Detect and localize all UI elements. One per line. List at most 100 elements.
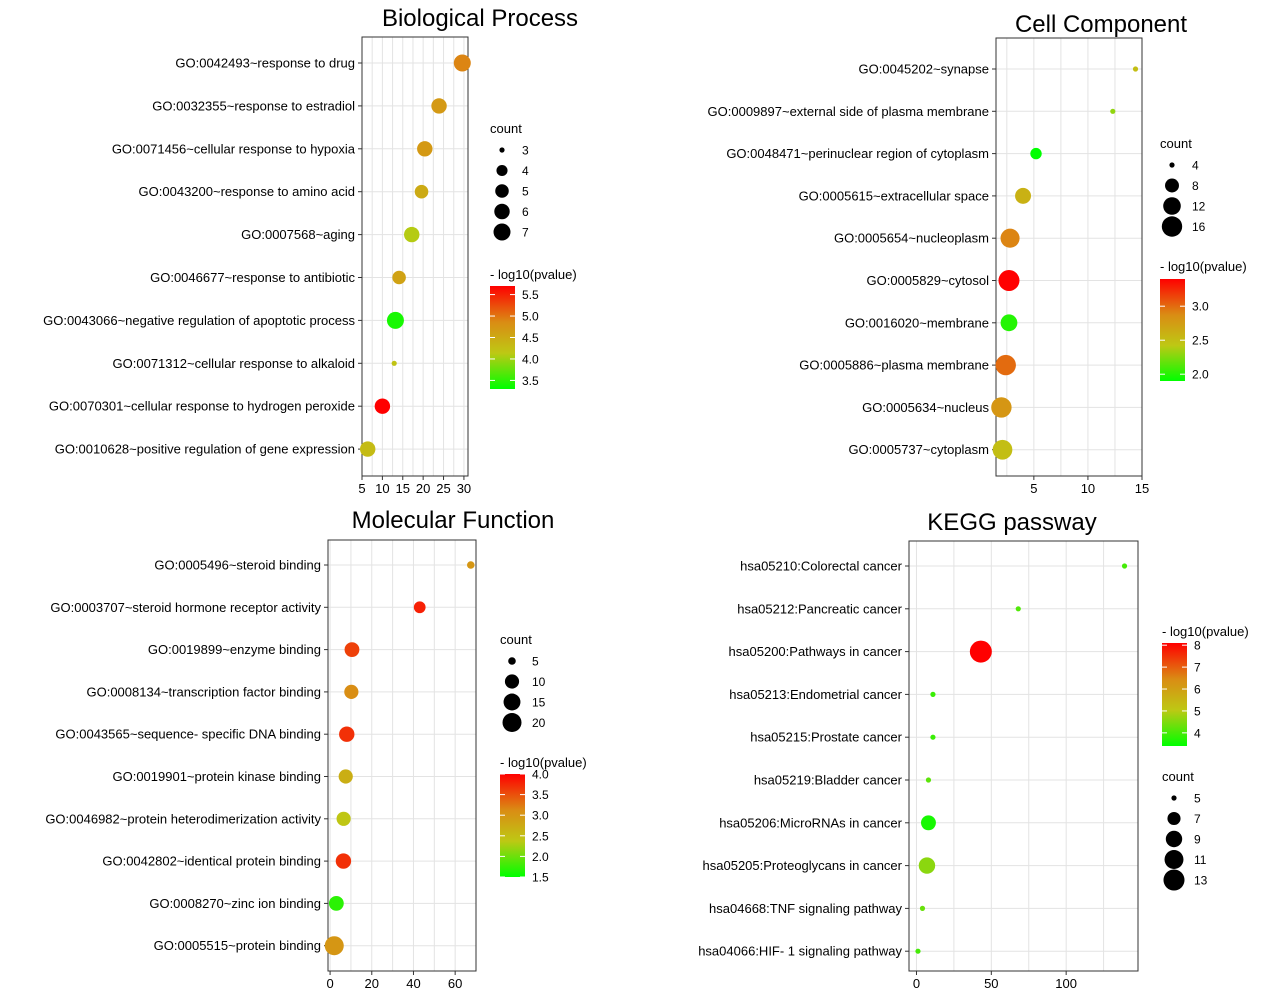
plot-area	[995, 37, 1143, 477]
legend-count-label: 3	[522, 144, 529, 158]
legend-count-label: 11	[1194, 853, 1207, 867]
legend-count-label: 5	[532, 655, 539, 669]
legend-count-label: 9	[1194, 833, 1201, 847]
y-tick-label: GO:0019901~protein kinase binding	[112, 769, 321, 784]
legend-count-label: 16	[1192, 220, 1206, 234]
chart-title: Cell Component	[1015, 11, 1187, 38]
data-point	[404, 226, 420, 243]
legend-count-title: count	[1162, 769, 1194, 784]
panel-3: KEGG passway hsa05210:Colorectal cancer hs…	[698, 509, 1249, 991]
legend-color-title: - log10(pvalue)	[500, 755, 587, 770]
legend-color-label: 4.0	[532, 768, 549, 782]
legend-count-label: 6	[522, 205, 529, 219]
legend-color-label: 2.0	[1192, 368, 1209, 382]
data-point	[991, 397, 1012, 418]
y-tick-label: GO:0046982~protein heterodimerization ac…	[45, 811, 321, 826]
legend-color-label: 3.5	[532, 788, 549, 802]
legend-count-label: 4	[1192, 159, 1199, 173]
y-tick-label: GO:0043066~negative regulation of apopto…	[43, 313, 355, 328]
legend-color-label: 2.5	[1192, 334, 1209, 348]
data-point	[925, 777, 932, 783]
legend-count-dot	[1165, 830, 1183, 848]
panel-1: Cell Component GO:0045202~synapse GO:00098…	[708, 11, 1247, 496]
data-point	[998, 270, 1020, 291]
legend-count-label: 15	[532, 696, 546, 710]
legend-count-dot	[1165, 178, 1179, 193]
x-tick-label: 25	[436, 481, 450, 496]
legend-color-label: 5	[1194, 704, 1201, 718]
legend-count-title: count	[490, 121, 522, 136]
y-tick-label: GO:0019899~enzyme binding	[148, 642, 321, 657]
legend-count-dot	[1161, 216, 1183, 237]
y-tick-label: hsa05219:Bladder cancer	[754, 773, 903, 788]
data-point	[918, 857, 936, 874]
legend-count-label: 5	[522, 185, 529, 199]
legend-count-dot	[508, 657, 516, 665]
x-tick-label: 100	[1055, 976, 1077, 991]
data-point	[386, 311, 404, 329]
y-tick-label: GO:0003707~steroid hormone receptor acti…	[50, 600, 321, 615]
legend-color-label: 8	[1194, 639, 1201, 653]
legend-count-dot	[1163, 197, 1181, 215]
data-point	[1110, 108, 1116, 114]
y-tick-label: GO:0005496~steroid binding	[154, 558, 321, 573]
x-tick-label: 5	[358, 481, 365, 496]
y-tick-label: GO:0045202~synapse	[859, 62, 989, 77]
data-point	[391, 360, 397, 366]
legend-color-bar	[1162, 643, 1187, 746]
chart-title: KEGG passway	[927, 509, 1096, 536]
x-tick-label: 15	[396, 481, 410, 496]
data-point	[995, 354, 1016, 376]
x-tick-label: 10	[1081, 481, 1095, 496]
y-tick-label: GO:0048471~perinuclear region of cytopla…	[726, 146, 989, 161]
y-tick-label: GO:0009897~external side of plasma membr…	[708, 104, 989, 119]
y-tick-label: GO:0070301~cellular response to hydrogen…	[49, 399, 355, 414]
legend-count-dot	[1171, 795, 1177, 801]
y-tick-label: GO:0043200~response to amino acid	[139, 184, 355, 199]
legend-count-dot	[1169, 162, 1175, 168]
legend-color-label: 6	[1194, 683, 1201, 697]
legend-color-label: 2.5	[532, 829, 549, 843]
y-tick-label: hsa05215:Prostate cancer	[750, 730, 902, 745]
legend-color-title: - log10(pvalue)	[1162, 624, 1249, 639]
legend-color-label: 4.0	[522, 352, 539, 366]
x-tick-label: 15	[1135, 481, 1149, 496]
legend-count-label: 20	[532, 716, 546, 730]
data-point	[359, 441, 376, 457]
data-point	[453, 54, 471, 72]
chart-title: Molecular Function	[352, 507, 555, 534]
legend-color-label: 5.5	[522, 288, 539, 302]
y-tick-label: GO:0005737~cytoplasm	[848, 442, 989, 457]
legend-color-title: - log10(pvalue)	[1160, 259, 1247, 274]
data-point	[921, 815, 936, 831]
legend-count-dot	[495, 184, 509, 198]
data-point	[328, 895, 344, 911]
data-point	[431, 98, 447, 114]
y-tick-label: GO:0042802~identical protein binding	[102, 854, 321, 869]
data-point	[915, 948, 921, 954]
legend-count-dot	[503, 693, 521, 711]
legend-count-dot	[504, 674, 520, 689]
legend-color-label: 4	[1194, 726, 1201, 740]
x-tick-label: 30	[457, 481, 471, 496]
y-tick-label: hsa05213:Endometrial cancer	[729, 687, 902, 702]
y-tick-label: GO:0016020~membrane	[845, 315, 989, 330]
y-tick-label: GO:0042493~response to drug	[175, 56, 355, 71]
data-point	[392, 270, 406, 285]
plot-border	[361, 36, 469, 477]
y-tick-label: GO:0005615~extracellular space	[799, 188, 989, 203]
data-point	[413, 601, 426, 614]
legend-color-label: 3.0	[532, 809, 549, 823]
data-point	[466, 561, 475, 569]
data-point	[1000, 314, 1018, 332]
y-tick-label: hsa05212:Pancreatic cancer	[737, 601, 902, 616]
legend-color-label: 3.0	[1192, 300, 1209, 314]
y-tick-label: GO:0046677~response to antibiotic	[150, 270, 355, 285]
y-tick-label: GO:0008134~transcription factor binding	[86, 684, 321, 699]
data-point	[969, 640, 992, 663]
legend-count-dot	[1164, 850, 1184, 869]
data-point	[344, 684, 359, 699]
x-tick-label: 20	[416, 481, 430, 496]
data-point	[417, 141, 433, 157]
